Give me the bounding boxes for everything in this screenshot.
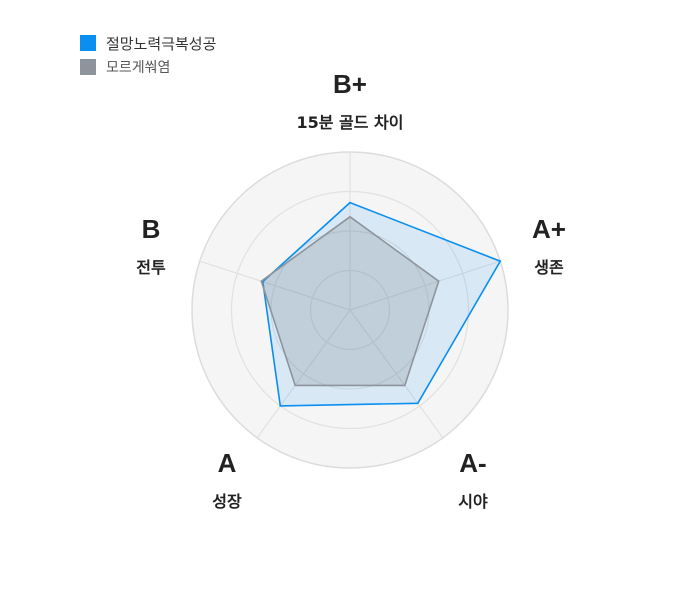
axis-grade-label: B — [142, 214, 161, 244]
legend-item-primary[interactable]: 절망노력극복성공 — [80, 32, 216, 54]
legend-label-primary: 절망노력극복성공 — [106, 34, 217, 53]
radar-spoke-1 — [349, 260, 501, 311]
series-area-0 — [261, 201, 502, 407]
axis-name-label: 15분 골드 차이 — [296, 113, 403, 132]
series-area-1 — [260, 215, 440, 387]
legend-swatch-primary — [80, 35, 96, 51]
axis-name-label: 시야 — [458, 492, 488, 511]
legend-label-secondary: 모르게쒀염 — [106, 60, 171, 76]
radar-spoke-2 — [349, 309, 444, 439]
legend-item-secondary[interactable]: 모르게쒀염 — [80, 56, 216, 78]
axis-grade-label: A — [218, 448, 237, 478]
legend: 절망노력극복성공 모르게쒀염 — [80, 32, 216, 80]
legend-swatch-secondary — [80, 59, 96, 75]
axis-name-label: 생존 — [534, 258, 564, 277]
axis-grade-label: B+ — [333, 69, 367, 99]
axis-name-label: 전투 — [136, 258, 166, 277]
axis-grade-label: A+ — [532, 214, 566, 244]
axis-name-label: 성장 — [212, 492, 242, 511]
axis-grade-label: A- — [459, 448, 486, 478]
radar-spoke-3 — [256, 309, 351, 439]
radar-spoke-4 — [199, 260, 351, 311]
